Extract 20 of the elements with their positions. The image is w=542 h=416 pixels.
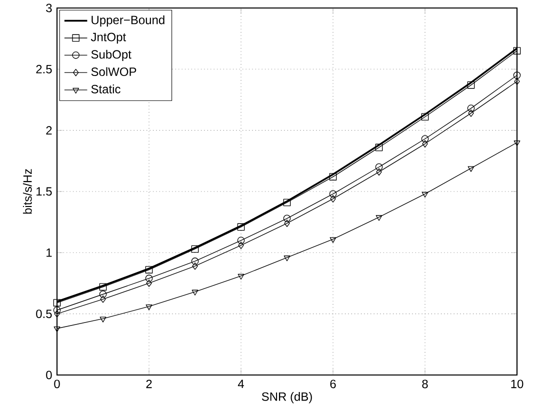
y-tick-label: 2.5 <box>36 64 52 74</box>
y-axis-title: bits/s/Hz <box>22 169 32 214</box>
x-tick-label: 10 <box>511 380 524 388</box>
legend-label: Static <box>91 84 120 94</box>
y-tick-label: 1 <box>46 248 52 257</box>
x-tick-label: 0 <box>54 380 60 388</box>
legend-label: SubOpt <box>91 50 132 62</box>
y-tick-label: 2 <box>46 126 52 135</box>
legend-label: SolWOP <box>91 67 136 76</box>
legend-label: Upper−Bound <box>92 15 164 27</box>
y-tick-label: 0 <box>46 370 52 380</box>
x-tick-label: 2 <box>146 380 152 388</box>
x-tick-label: 4 <box>238 380 244 388</box>
x-axis-title: SNR (dB) <box>262 392 312 404</box>
x-tick-label: 6 <box>330 380 336 388</box>
y-tick-label: 3 <box>46 4 52 12</box>
legend-label: JntOpt <box>90 32 126 44</box>
y-tick-label: 0.5 <box>36 310 52 318</box>
x-tick-label: 8 <box>422 380 428 388</box>
y-tick-label: 1.5 <box>36 187 52 196</box>
